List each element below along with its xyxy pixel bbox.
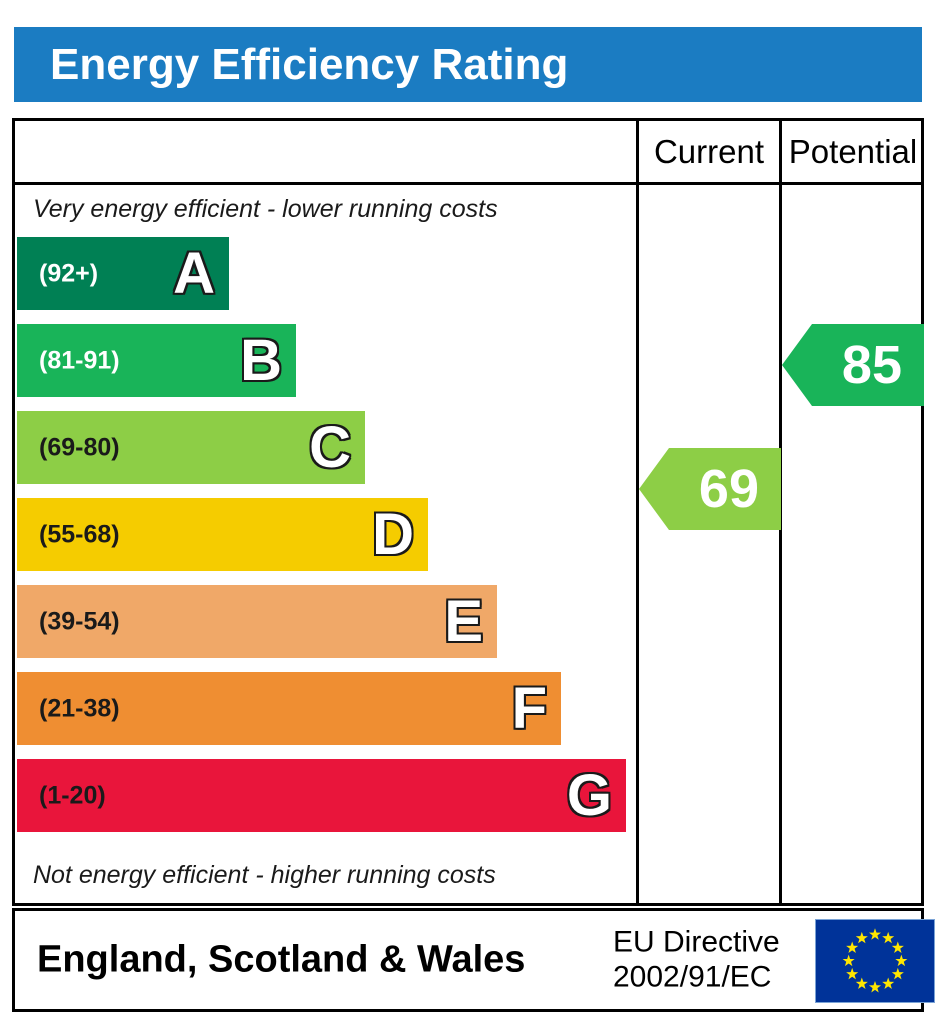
band-a-letter: A	[172, 240, 217, 306]
title-bar: Energy Efficiency Rating	[14, 27, 922, 102]
band-a-range: (92+)	[39, 259, 99, 287]
band-c-letter: C	[308, 414, 353, 480]
rating-table: Current Potential Very energy efficient …	[12, 118, 924, 906]
band-e-range: (39-54)	[39, 607, 120, 635]
band-d: (55-68) D	[17, 498, 428, 571]
band-b-range: (81-91)	[39, 346, 120, 374]
band-e-letter: E	[443, 588, 485, 654]
caption-efficient: Very energy efficient - lower running co…	[33, 195, 498, 223]
current-rating-arrow: 69	[639, 448, 781, 530]
caption-inefficient: Not energy efficient - higher running co…	[33, 861, 496, 889]
footer-directive-line1: EU Directive	[613, 925, 780, 959]
column-header-potential: Potential	[788, 132, 918, 170]
footer: England, Scotland & Wales EU Directive 2…	[12, 908, 935, 1012]
potential-rating-arrow: 85	[782, 324, 924, 406]
band-g-letter: G	[565, 762, 613, 828]
current-rating-value: 69	[698, 459, 759, 519]
band-f: (21-38) F	[17, 672, 561, 745]
column-divider-current	[636, 121, 639, 906]
footer-directive: EU Directive 2002/91/EC	[613, 926, 780, 995]
potential-rating-value: 85	[841, 335, 902, 395]
footer-region-label: England, Scotland & Wales	[37, 938, 526, 981]
eu-flag-icon	[815, 919, 935, 1003]
band-c-range: (69-80)	[39, 433, 120, 461]
band-g: (1-20) G	[17, 759, 626, 832]
band-g-range: (1-20)	[39, 781, 106, 809]
band-a: (92+) A	[17, 237, 229, 310]
band-e: (39-54) E	[17, 585, 497, 658]
band-d-range: (55-68)	[39, 520, 120, 548]
band-f-letter: F	[510, 675, 548, 741]
rating-bands: (92+) A (81-91) B (69-80) C (55-68) D (3…	[15, 121, 636, 906]
band-c: (69-80) C	[17, 411, 365, 484]
band-f-range: (21-38)	[39, 694, 120, 722]
footer-directive-line2: 2002/91/EC	[613, 960, 772, 993]
eu-flag-stars	[842, 928, 908, 993]
band-b: (81-91) B	[17, 324, 296, 397]
page-title: Energy Efficiency Rating	[50, 39, 569, 89]
band-d-letter: D	[371, 501, 416, 567]
band-b-letter: B	[239, 327, 284, 393]
table-header-row	[15, 121, 921, 185]
column-header-current: Current	[653, 132, 765, 170]
